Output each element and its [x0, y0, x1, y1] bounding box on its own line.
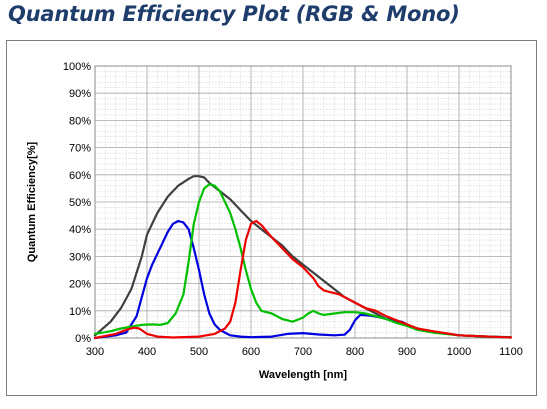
- y-tick-labels: 0% 10% 20% 30% 40% 50% 60% 70% 80% 90% 100%: [63, 61, 91, 345]
- y-axis-label: Quantum Efficiency[%]: [26, 141, 38, 262]
- series-line-4: [93, 219, 513, 340]
- series-lines: [93, 175, 513, 340]
- x-axis-label: Wavelength [nm]: [259, 369, 348, 381]
- chart-frame: 0% 10% 20% 30% 40% 50% 60% 70% 80% 90% 100% 300 400…: [6, 40, 537, 396]
- x-tick-label: 800: [346, 346, 364, 358]
- y-tick-label: 40%: [69, 224, 91, 236]
- qe-line-chart: 0% 10% 20% 30% 40% 50% 60% 70% 80% 90% 100% 300 400…: [26, 61, 523, 381]
- x-tick-label: 700: [294, 346, 312, 358]
- x-tick-label: 300: [86, 346, 104, 358]
- y-tick-label: 20%: [69, 279, 91, 291]
- y-tick-label: 10%: [69, 306, 91, 318]
- x-tick-labels: 300 400 500 600 700 800 900 1000 1100: [86, 346, 523, 358]
- plot-area-border: [94, 65, 512, 339]
- y-tick-label: 80%: [69, 115, 91, 127]
- y-tick-label: 50%: [69, 197, 91, 209]
- x-tick-label: 1000: [447, 346, 471, 358]
- x-tick-label: 1100: [499, 346, 523, 358]
- y-tick-label: 90%: [69, 88, 91, 100]
- y-tick-label: 70%: [69, 143, 91, 155]
- series-line-3: [93, 183, 513, 339]
- y-tick-label: 60%: [69, 170, 91, 182]
- y-tick-label: 0%: [75, 333, 91, 345]
- x-tick-label: 900: [398, 346, 416, 358]
- chart-title: Quantum Efficiency Plot (RGB & Mono): [8, 2, 460, 26]
- y-tick-label: 100%: [63, 61, 91, 73]
- x-tick-label: 500: [190, 346, 208, 358]
- y-tick-label: 30%: [69, 251, 91, 263]
- x-tick-label: 400: [138, 346, 156, 358]
- x-tick-label: 600: [242, 346, 260, 358]
